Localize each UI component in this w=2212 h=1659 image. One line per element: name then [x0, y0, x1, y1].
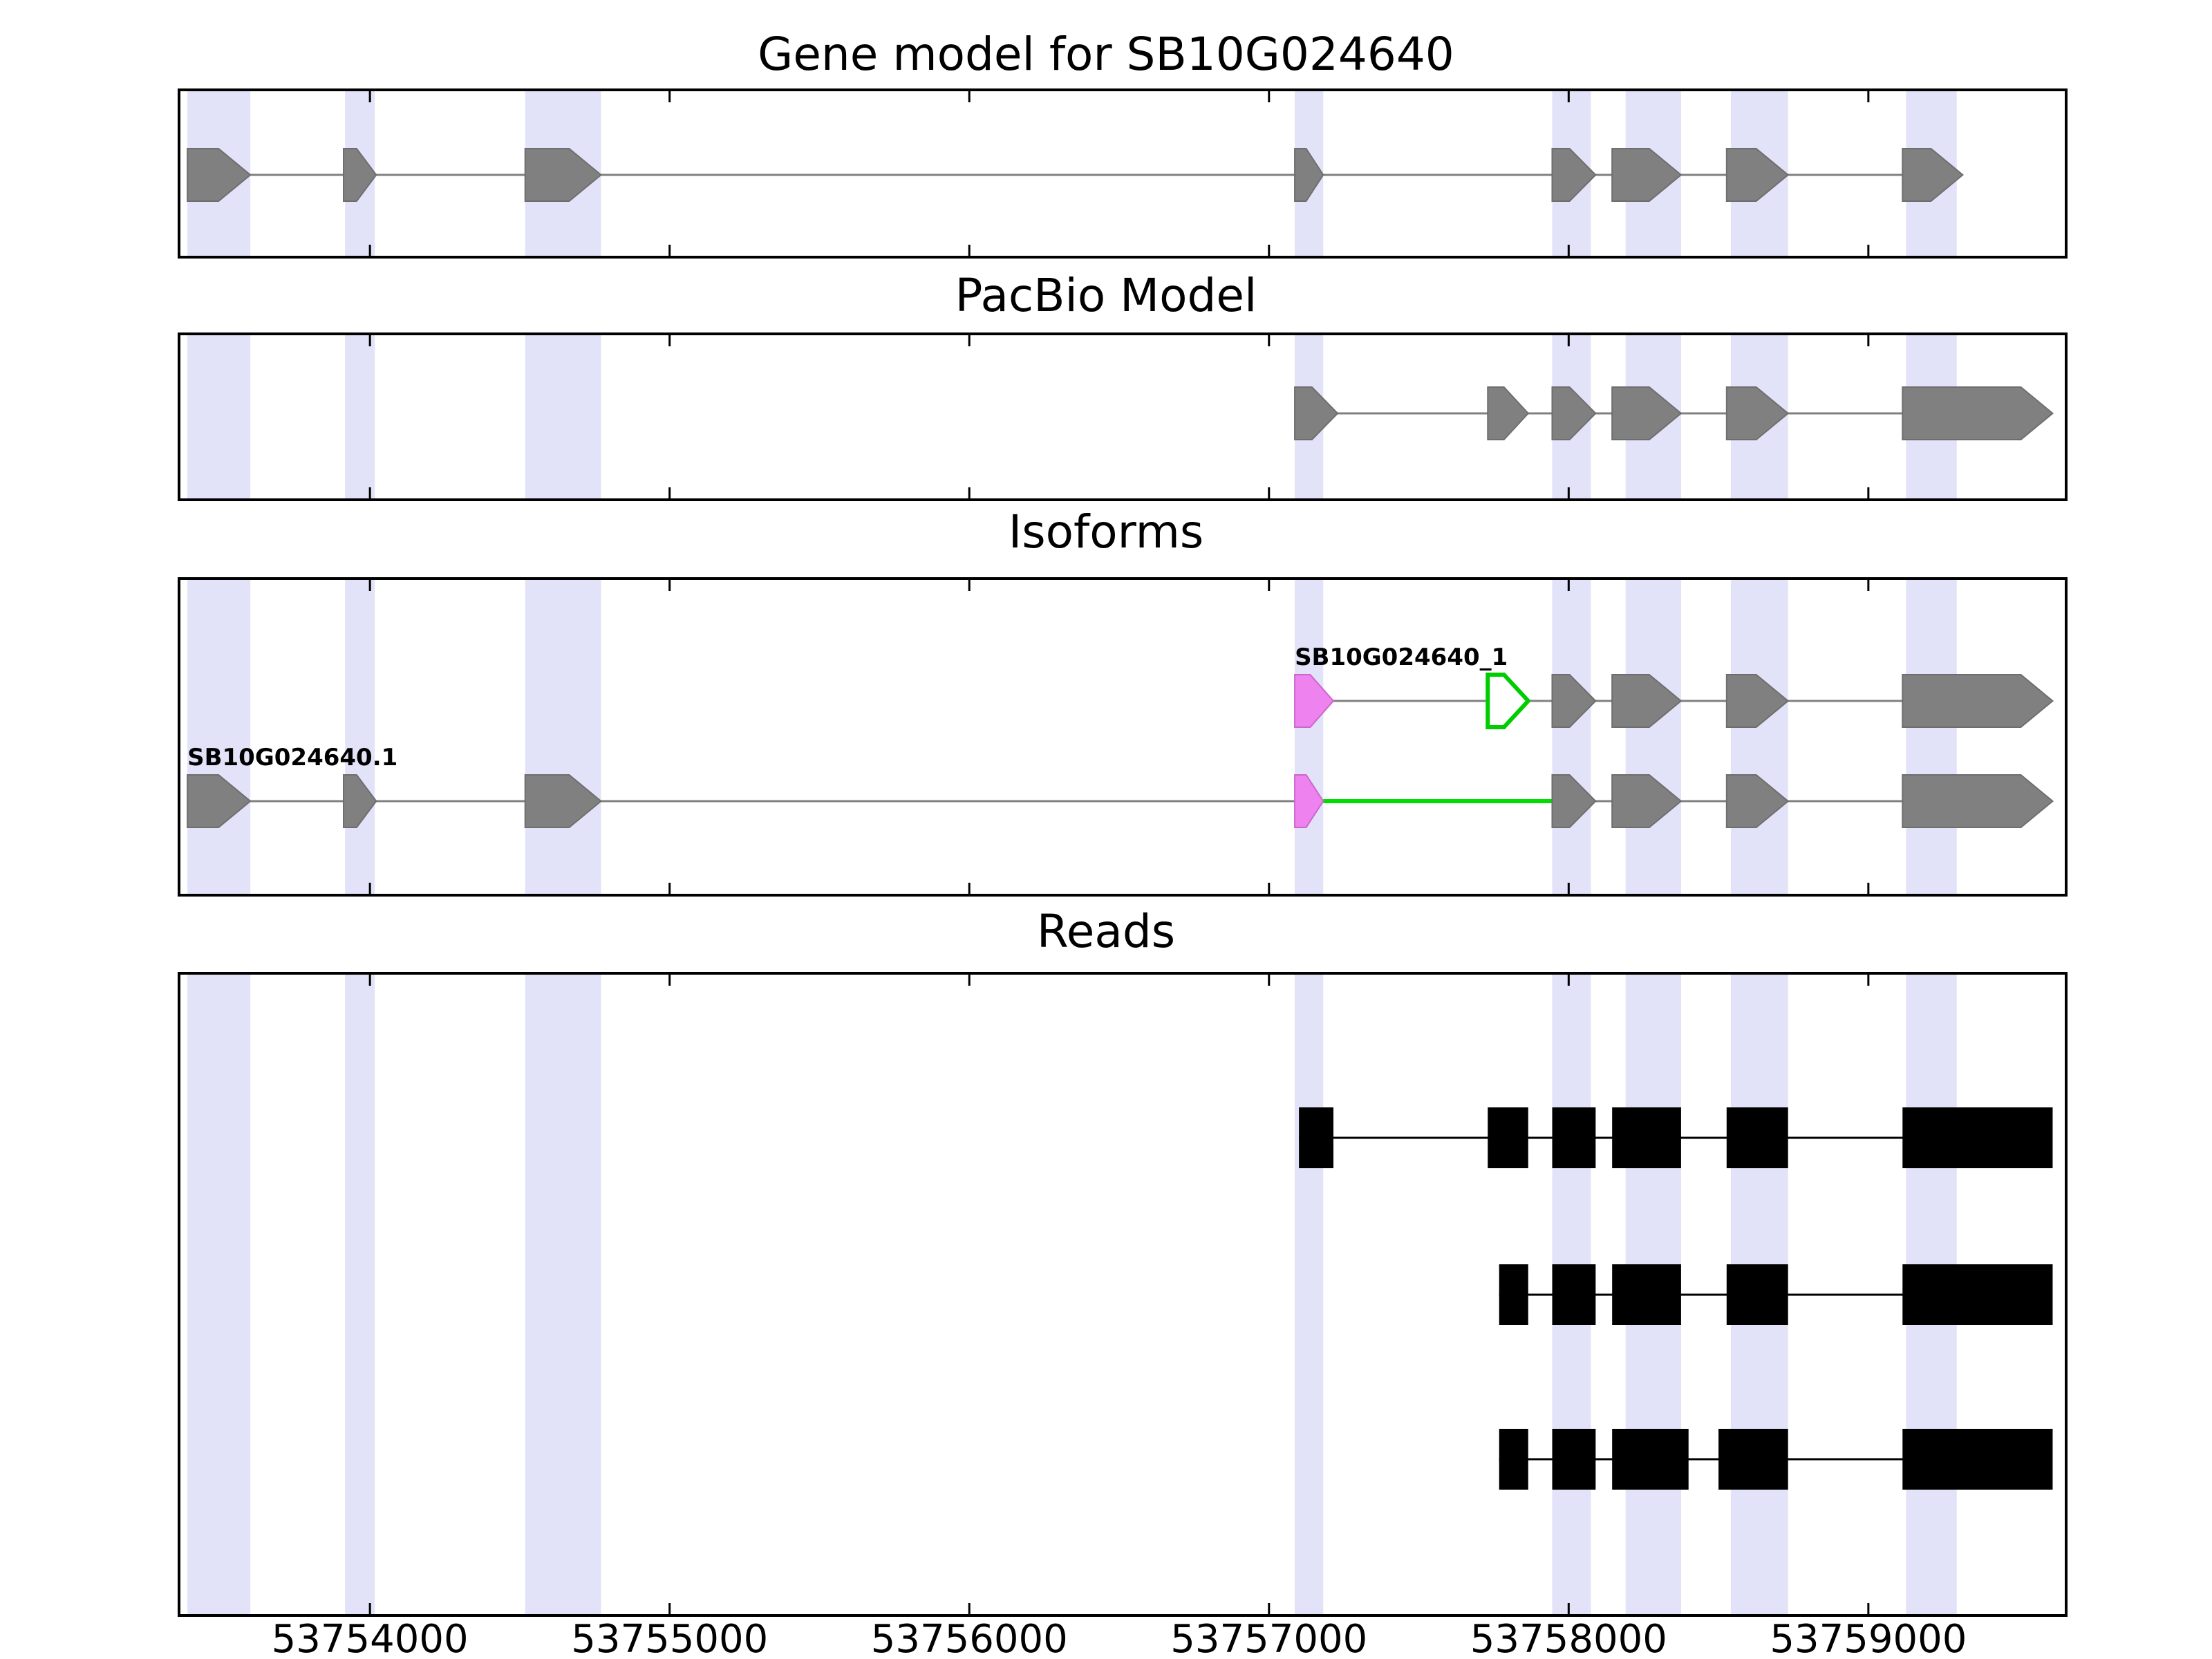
exon [187, 148, 252, 202]
highlight-band [345, 579, 375, 895]
exon [1725, 774, 1790, 828]
exon [1611, 674, 1683, 728]
panel-border-pacbio [178, 332, 2068, 501]
read-block [1612, 1264, 1681, 1325]
exon [1551, 674, 1597, 728]
exon [1902, 386, 2054, 440]
exon [187, 774, 252, 828]
panel-border-gene_model [178, 88, 2068, 259]
exon [1611, 774, 1683, 828]
x-tick-label: 53755000 [571, 1617, 769, 1659]
x-tick-label: 53759000 [1770, 1617, 1967, 1659]
x-tick-label: 53754000 [271, 1617, 469, 1659]
panel-title-reads: Reads [1036, 905, 1176, 958]
panel-title-isoforms: Isoforms [1008, 505, 1204, 559]
highlight-band [187, 973, 251, 1615]
read-block [1552, 1107, 1596, 1168]
exon [1902, 674, 2054, 728]
highlight-band [1906, 579, 1957, 895]
read-block [1552, 1264, 1596, 1325]
exon [524, 148, 602, 202]
highlight-band [187, 334, 251, 500]
exon [524, 774, 602, 828]
x-tick-label: 53756000 [870, 1617, 1068, 1659]
highlight-band [1730, 579, 1788, 895]
exon [1725, 148, 1790, 202]
exon [1902, 148, 1965, 202]
highlight-band [345, 334, 375, 500]
highlight-band [1625, 579, 1681, 895]
read-block [1902, 1107, 2053, 1168]
highlight-band [1295, 579, 1324, 895]
read-block [1499, 1429, 1528, 1490]
isoform-label: SB10G024640.1 [187, 744, 397, 771]
highlight-band [345, 973, 375, 1615]
read-block [1499, 1264, 1528, 1325]
read-block [1488, 1107, 1528, 1168]
panel-border-isoforms [178, 577, 2068, 897]
read-block [1612, 1429, 1689, 1490]
novel-exon [1294, 674, 1335, 728]
exon [1487, 386, 1530, 440]
read-block [1299, 1107, 1333, 1168]
exon [1611, 148, 1683, 202]
highlight-band [525, 334, 601, 500]
highlight-band [1552, 579, 1591, 895]
read-block [1902, 1264, 2053, 1325]
exon [1294, 148, 1324, 202]
novel-exon [1294, 774, 1324, 828]
exon [1902, 774, 2054, 828]
highlight-band [187, 579, 251, 895]
x-tick-label: 53758000 [1470, 1617, 1667, 1659]
exon [1611, 386, 1683, 440]
exon [1725, 386, 1790, 440]
panel-border-reads [178, 972, 2068, 1617]
exon [1551, 386, 1597, 440]
exon [1551, 148, 1597, 202]
panel-title-gene-model: Gene model for SB10G024640 [758, 28, 1454, 81]
highlight-band [525, 973, 601, 1615]
highlight-band [1295, 973, 1324, 1615]
read-block [1718, 1429, 1788, 1490]
read-block [1726, 1264, 1788, 1325]
exon [1725, 674, 1790, 728]
x-tick-label: 53757000 [1170, 1617, 1368, 1659]
read-block [1902, 1429, 2053, 1490]
isoform-label: SB10G024640_1 [1295, 644, 1508, 671]
read-block [1612, 1107, 1681, 1168]
exon [1551, 774, 1597, 828]
exon [343, 774, 377, 828]
read-block [1552, 1429, 1596, 1490]
panel-title-pacbio-model: PacBio Model [955, 269, 1257, 322]
exon [1294, 386, 1339, 440]
read-block [1726, 1107, 1788, 1168]
highlight-band [525, 579, 601, 895]
novel-outlined-exon [1485, 673, 1531, 729]
exon [343, 148, 377, 202]
